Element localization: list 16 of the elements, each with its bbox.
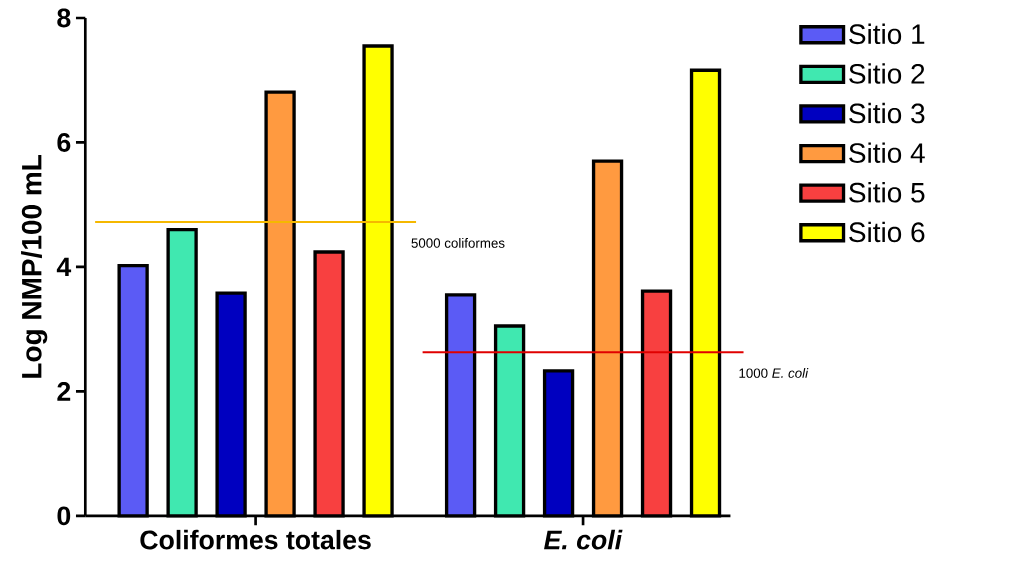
x-tick-label: Coliformes totales [140, 529, 371, 550]
y-tick-label: 8 [57, 8, 71, 28]
legend-label: Sitio 3 [849, 102, 925, 124]
legend-label: Sitio 1 [849, 23, 925, 45]
y-axis-title: Log NMP/100 mL [21, 154, 48, 378]
y-tick-label: 4 [56, 257, 72, 277]
y-tick-label: 2 [57, 382, 71, 401]
x-tick-label: E. coli [544, 529, 623, 550]
legend-label: Sitio 4 [849, 142, 925, 163]
y-tick-label: 0 [57, 506, 71, 526]
ref-line-label: 5000 coliformes [411, 237, 505, 248]
legend-label: Sitio 6 [849, 221, 925, 243]
ref-line-label: 1000 E. coli [739, 368, 809, 378]
legend-label: Sitio 2 [849, 63, 925, 84]
y-tick-label: 6 [57, 132, 71, 152]
legend-label: Sitio 5 [849, 181, 925, 203]
